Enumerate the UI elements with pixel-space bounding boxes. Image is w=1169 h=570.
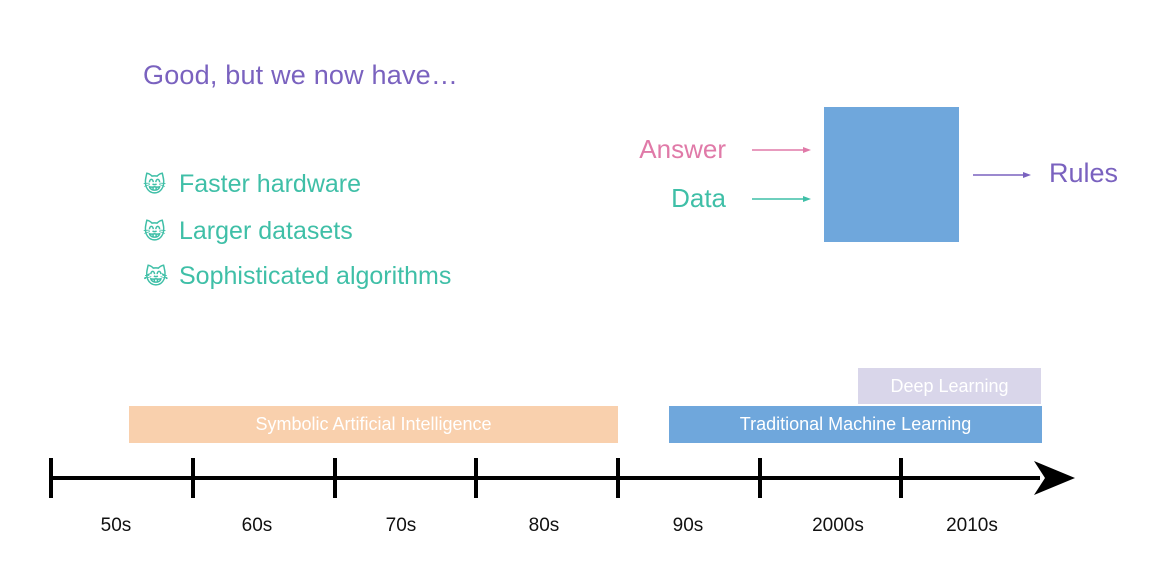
era-deep-learning: Deep Learning (858, 368, 1041, 404)
era-symbolic-ai: Symbolic Artificial Intelligence (129, 406, 618, 443)
bullet-text: Larger datasets (179, 217, 353, 245)
decade-label: 90s (672, 515, 704, 536)
decade-label: 80s (528, 515, 560, 536)
arrow-data (752, 196, 811, 202)
bullet-item: 😸 Larger datasets (143, 217, 353, 246)
joy-cat-icon: 😹 (143, 263, 169, 289)
decade-label: 60s (241, 515, 273, 536)
bullet-text: Sophisticated algorithms (179, 262, 452, 290)
slide-title: Good, but we now have… (143, 60, 459, 90)
bullet-item: 😸 Faster hardware (143, 170, 361, 199)
bullet-item: 😹 Sophisticated algorithms (143, 262, 451, 291)
arrow-rules (973, 172, 1031, 178)
decade-label: 50s (100, 515, 132, 536)
grinning-cat-icon: 😸 (143, 218, 166, 244)
timeline-arrowhead-icon (1034, 461, 1075, 495)
decade-label: 2000s (812, 515, 864, 536)
output-label-rules: Rules (1049, 158, 1119, 188)
era-traditional-ml: Traditional Machine Learning (669, 406, 1042, 443)
decade-label: 70s (385, 515, 417, 536)
input-label-answer: Answer (639, 134, 726, 164)
bullet-text: Faster hardware (179, 170, 362, 198)
decade-label: 2010s (946, 515, 998, 536)
grinning-cat-icon: 😸 (143, 171, 166, 197)
arrow-answer (752, 147, 811, 153)
input-label-data: Data (671, 183, 726, 213)
learning-box (824, 107, 959, 242)
